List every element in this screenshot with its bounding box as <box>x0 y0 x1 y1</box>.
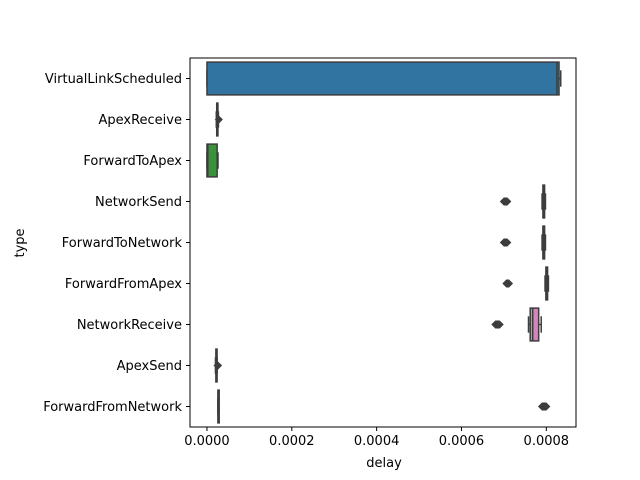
y-tick-label: ForwardToNetwork <box>62 236 183 251</box>
box <box>529 307 540 342</box>
outlier-point <box>213 361 223 370</box>
box-group-2 <box>206 143 219 178</box>
x-tick-label: 0.0008 <box>524 434 570 449</box>
outlier-point <box>503 197 512 206</box>
y-axis-label: type <box>13 228 28 257</box>
y-tick-label: VirtualLinkScheduled <box>45 72 182 87</box>
x-axis-ticks: 0.0000 0.0002 0.0004 0.0006 0.0008 <box>184 427 569 449</box>
plot-area <box>206 61 562 424</box>
box-group-3 <box>499 184 547 219</box>
box <box>206 61 560 96</box>
box-group-4 <box>499 225 547 260</box>
box-group-1 <box>214 102 223 137</box>
y-tick-label: ForwardFromNetwork <box>43 400 182 415</box>
x-tick-label: 0.0006 <box>439 434 485 449</box>
outlier-point <box>214 115 223 124</box>
x-tick-label: 0.0002 <box>269 434 315 449</box>
y-tick-label: ForwardFromApex <box>65 277 182 292</box>
outlier-point <box>503 238 512 247</box>
x-tick-label: 0.0000 <box>184 434 230 449</box>
box <box>206 143 218 178</box>
box-group-5 <box>502 266 550 301</box>
box-group-6 <box>491 307 542 342</box>
box-group-8 <box>217 389 551 424</box>
y-tick-label: ForwardToApex <box>83 154 182 169</box>
box-group-0 <box>206 61 562 96</box>
x-axis-label: delay <box>366 456 402 471</box>
x-tick-label: 0.0004 <box>354 434 400 449</box>
y-tick-label: ApexReceive <box>98 113 182 128</box>
box-group-7 <box>213 348 223 383</box>
outlier-point <box>542 402 551 411</box>
axes-frame <box>189 57 577 428</box>
outlier-point <box>504 279 514 288</box>
y-tick-label: NetworkSend <box>95 195 182 210</box>
outlier-point <box>495 320 504 329</box>
y-tick-label: ApexSend <box>117 359 182 374</box>
y-axis-ticks: VirtualLinkScheduled ApexReceive ForwardTo… <box>43 72 190 415</box>
y-tick-label: NetworkReceive <box>77 318 182 333</box>
